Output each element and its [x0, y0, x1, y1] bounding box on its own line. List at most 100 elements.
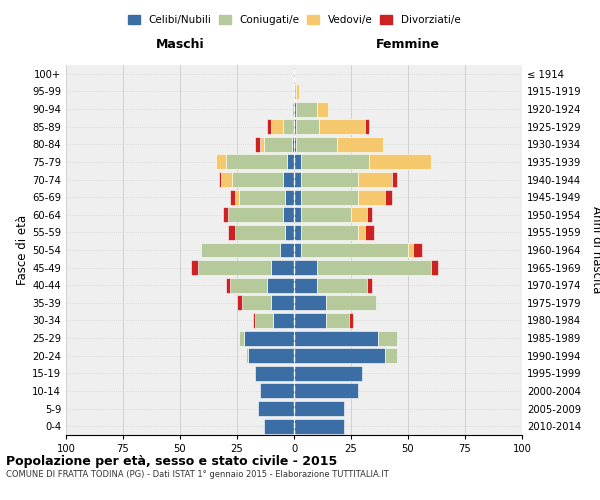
Bar	[296, 137, 337, 152]
Bar	[283, 208, 294, 222]
Bar	[294, 242, 301, 258]
Bar	[255, 137, 260, 152]
Bar	[294, 84, 296, 99]
Bar	[301, 190, 358, 204]
Bar	[392, 172, 397, 187]
Bar	[274, 313, 294, 328]
Bar	[228, 208, 283, 222]
Bar	[294, 366, 362, 381]
Bar	[239, 330, 244, 345]
Bar	[294, 401, 344, 416]
Bar	[271, 260, 294, 275]
Bar	[317, 260, 431, 275]
Bar	[294, 278, 317, 292]
Bar	[358, 190, 385, 204]
Bar	[228, 225, 235, 240]
Bar	[317, 102, 328, 116]
Bar	[242, 296, 271, 310]
Bar	[301, 208, 351, 222]
Bar	[294, 225, 301, 240]
Bar	[294, 296, 326, 310]
Bar	[265, 137, 292, 152]
Bar	[301, 242, 408, 258]
Bar	[365, 225, 374, 240]
Bar	[349, 313, 353, 328]
Bar	[337, 137, 383, 152]
Bar	[301, 225, 358, 240]
Bar	[301, 154, 369, 170]
Bar	[296, 119, 319, 134]
Bar	[253, 313, 255, 328]
Bar	[408, 242, 413, 258]
Bar	[413, 242, 422, 258]
Bar	[319, 119, 365, 134]
Bar	[294, 260, 317, 275]
Bar	[294, 102, 296, 116]
Bar	[271, 119, 283, 134]
Text: Popolazione per età, sesso e stato civile - 2015: Popolazione per età, sesso e stato civil…	[6, 455, 337, 468]
Bar	[285, 225, 294, 240]
Bar	[191, 260, 198, 275]
Bar	[198, 260, 271, 275]
Bar	[294, 190, 301, 204]
Bar	[294, 330, 379, 345]
Bar	[235, 190, 239, 204]
Bar	[200, 242, 280, 258]
Text: Maschi: Maschi	[155, 38, 205, 51]
Bar	[294, 348, 385, 363]
Bar	[283, 119, 294, 134]
Bar	[294, 418, 344, 434]
Bar	[351, 208, 367, 222]
Y-axis label: Anni di nascita: Anni di nascita	[590, 206, 600, 294]
Bar	[260, 384, 294, 398]
Bar	[294, 313, 326, 328]
Bar	[255, 313, 274, 328]
Bar	[385, 348, 397, 363]
Bar	[294, 119, 296, 134]
Bar	[248, 348, 294, 363]
Bar	[379, 330, 397, 345]
Bar	[226, 154, 287, 170]
Bar	[266, 119, 271, 134]
Bar	[301, 172, 358, 187]
Bar	[296, 102, 317, 116]
Bar	[294, 208, 301, 222]
Bar	[265, 418, 294, 434]
Bar	[358, 225, 365, 240]
Bar	[266, 278, 294, 292]
Y-axis label: Fasce di età: Fasce di età	[16, 215, 29, 285]
Bar	[246, 348, 248, 363]
Bar	[255, 366, 294, 381]
Bar	[365, 119, 369, 134]
Bar	[271, 296, 294, 310]
Bar	[244, 330, 294, 345]
Bar	[223, 208, 228, 222]
Bar	[294, 384, 358, 398]
Bar	[294, 137, 296, 152]
Bar	[292, 137, 294, 152]
Bar	[367, 278, 371, 292]
Bar	[221, 172, 232, 187]
Text: Femmine: Femmine	[376, 38, 440, 51]
Bar	[283, 172, 294, 187]
Bar	[257, 401, 294, 416]
Bar	[260, 137, 265, 152]
Bar	[226, 278, 230, 292]
Bar	[230, 278, 266, 292]
Bar	[219, 172, 221, 187]
Bar	[232, 172, 283, 187]
Bar	[294, 172, 301, 187]
Bar	[326, 296, 376, 310]
Bar	[296, 84, 299, 99]
Bar	[294, 154, 301, 170]
Bar	[385, 190, 392, 204]
Bar	[237, 296, 242, 310]
Bar	[230, 190, 235, 204]
Bar	[367, 208, 371, 222]
Bar	[217, 154, 226, 170]
Bar	[326, 313, 349, 328]
Bar	[280, 242, 294, 258]
Bar	[285, 190, 294, 204]
Bar	[287, 154, 294, 170]
Bar	[431, 260, 437, 275]
